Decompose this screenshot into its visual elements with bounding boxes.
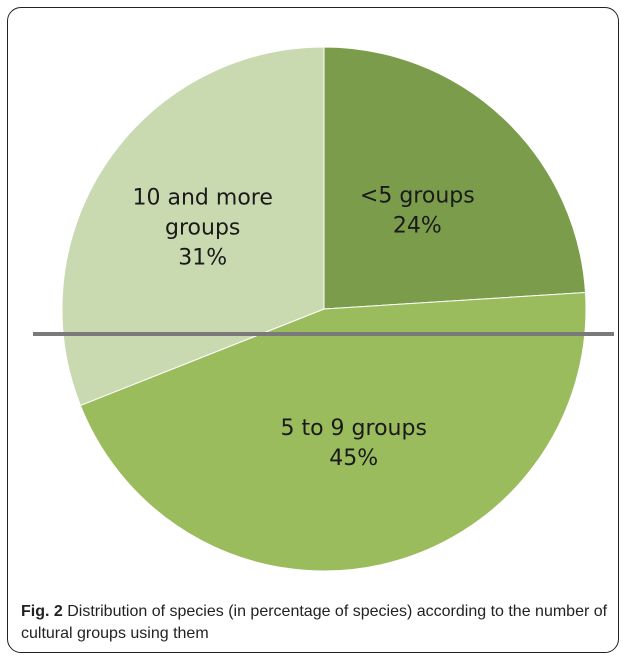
pie-slice-0	[323, 46, 587, 310]
slice-label-line: 31%	[178, 246, 227, 271]
pie-slice-2	[61, 46, 325, 407]
pie-chart: <5 groups 24% 5 to 9 groups 45% 10 and more g…	[33, 46, 614, 572]
slice-label-line: 45%	[329, 446, 378, 471]
slice-label-line: <5 groups	[360, 184, 475, 209]
caption-text: Distribution of species (in percentage o…	[21, 603, 608, 642]
figure-caption: Fig. 2 Distribution of species (in perce…	[21, 601, 617, 645]
slice-label-0: <5 groups 24%	[360, 184, 475, 239]
slice-label-line: 5 to 9 groups	[280, 416, 426, 441]
slice-label-line: 24%	[393, 214, 442, 239]
slice-label-1: 5 to 9 groups 45%	[280, 416, 426, 471]
figure-number: Fig. 2	[21, 603, 63, 620]
slice-label-line: groups	[165, 216, 240, 241]
slice-label-2: 10 and more groups 31%	[133, 186, 273, 271]
pie-slice-1	[79, 292, 587, 572]
slice-label-line: 10 and more	[133, 186, 273, 211]
